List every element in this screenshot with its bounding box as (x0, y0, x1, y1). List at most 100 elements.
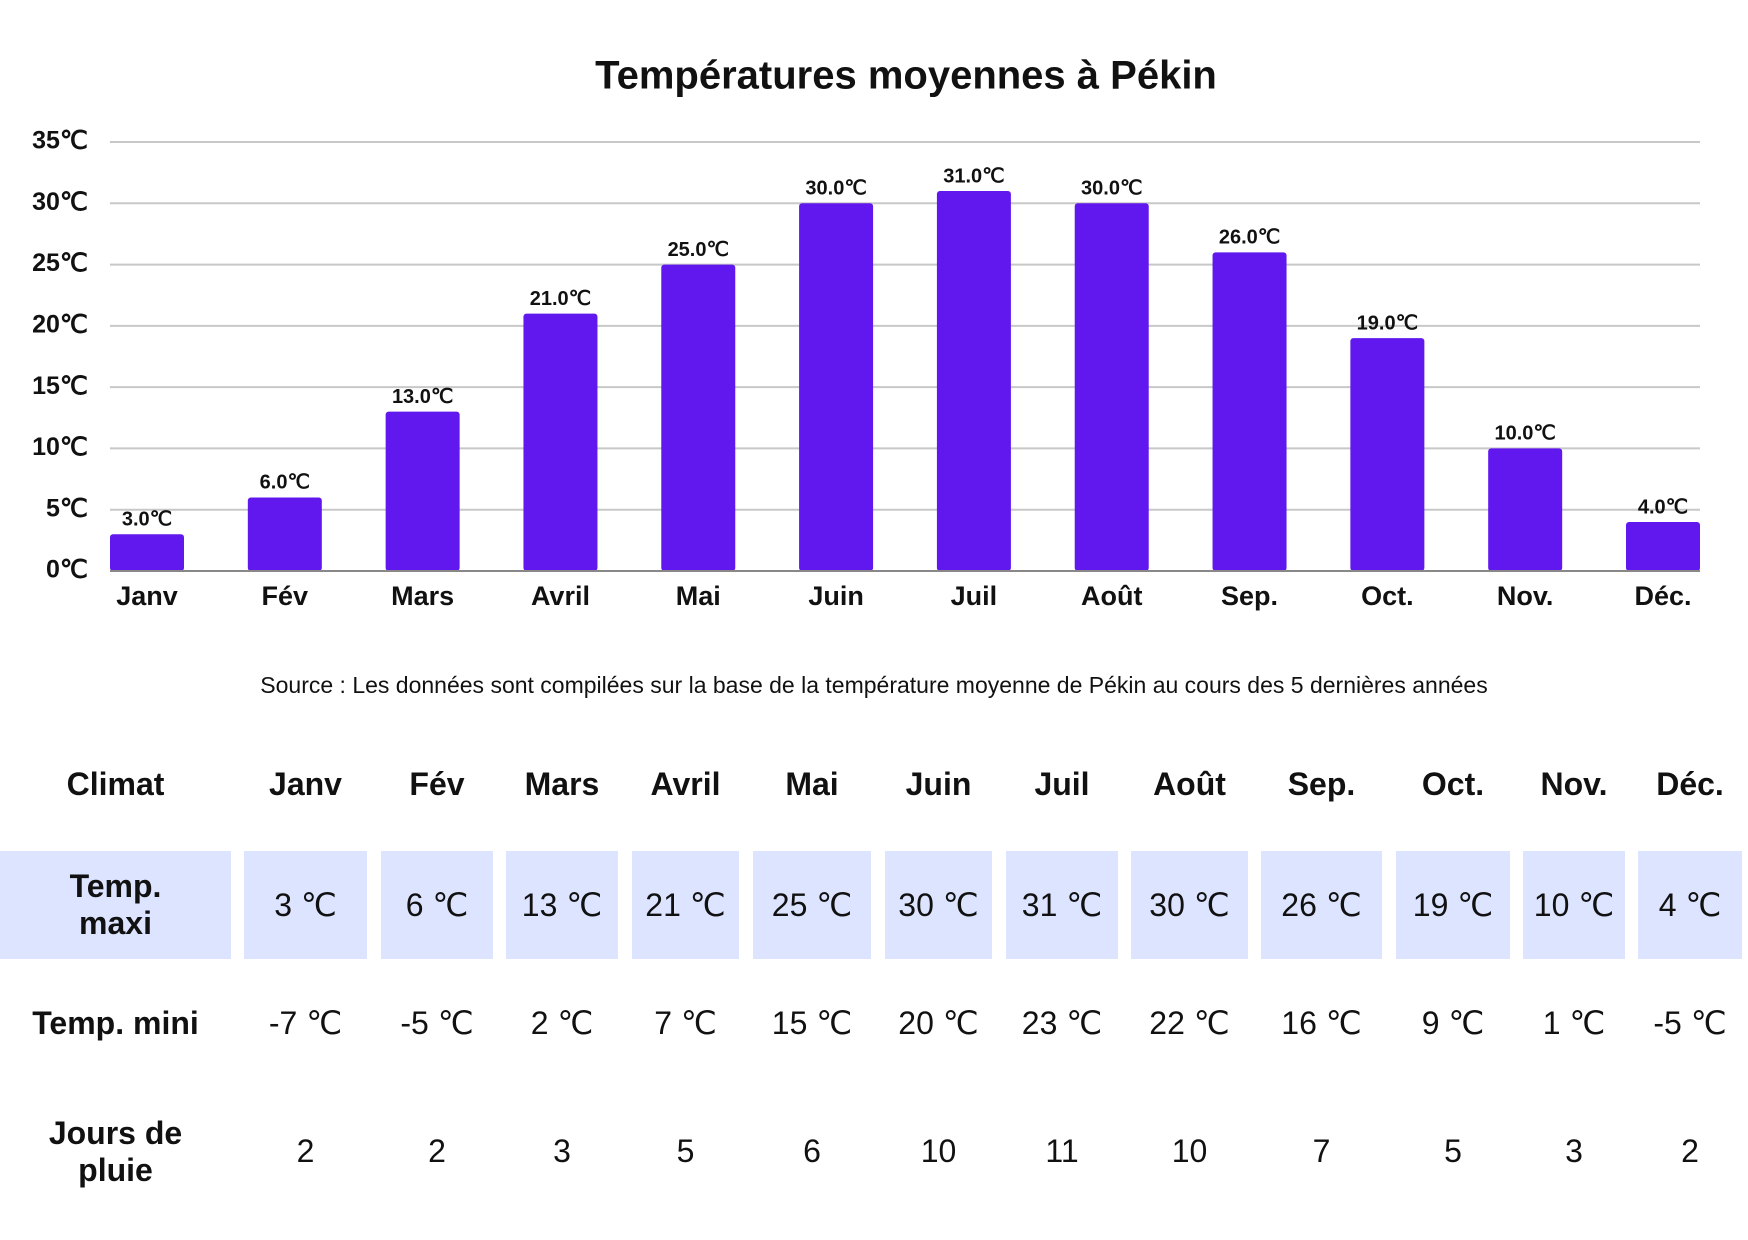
bar (936, 191, 1011, 571)
table-header: Mai (785, 765, 839, 802)
x-tick-label: Août (1081, 581, 1142, 611)
x-tick-label: Mars (391, 581, 454, 611)
table-cell: -7 ℃ (268, 1005, 343, 1041)
table-cell: 9 ℃ (1421, 1005, 1485, 1041)
value-label: 10.0℃ (1494, 423, 1555, 445)
table-header: Janv (269, 765, 342, 802)
value-label: 6.0℃ (260, 472, 310, 494)
chart-title: Températures moyennes à Pékin (595, 54, 1217, 98)
table-cell: 5 (676, 1133, 695, 1169)
bar (523, 313, 598, 571)
y-tick-label: 30℃ (32, 188, 88, 216)
x-tick-label: Fév (262, 581, 309, 611)
table-cell: 25 ℃ (753, 851, 871, 959)
table-cell: 10 (1171, 1133, 1208, 1169)
bar (661, 264, 736, 571)
table-header: Climat (66, 765, 165, 802)
value-label: 19.0℃ (1357, 312, 1418, 334)
row-label: Jours de pluie (48, 1114, 183, 1188)
table-cell: 6 ℃ (381, 851, 493, 959)
value-label: 4.0℃ (1638, 496, 1688, 518)
table-cell: 30 ℃ (885, 851, 992, 959)
bar (110, 534, 184, 571)
bar (799, 203, 874, 572)
x-tick-label: Avril (531, 581, 590, 611)
bar (1350, 338, 1425, 571)
y-tick-label: 10℃ (32, 433, 88, 461)
row-label: Temp. maxi (0, 851, 231, 959)
table-header: Juil (1034, 765, 1090, 802)
y-tick-label: 25℃ (32, 249, 88, 277)
table-cell: 31 ℃ (1006, 851, 1118, 959)
table-cell: 2 (296, 1133, 315, 1169)
value-label: 3.0℃ (122, 509, 172, 531)
table-cell: 3 (553, 1133, 571, 1169)
table-cell: 2 (428, 1133, 446, 1169)
table-cell: 20 ℃ (898, 1005, 979, 1041)
table-header: Fév (409, 765, 465, 802)
table-cell: 10 (920, 1133, 957, 1169)
table-header: Nov. (1540, 765, 1608, 802)
x-tick-label: Mai (676, 581, 721, 611)
value-label: 26.0℃ (1219, 227, 1280, 249)
table-header: Mars (524, 765, 600, 802)
table-cell: 1 ℃ (1542, 1005, 1606, 1041)
table-cell: 10 ℃ (1523, 851, 1625, 959)
table-cell: 22 ℃ (1149, 1005, 1230, 1041)
value-label: 21.0℃ (530, 288, 591, 310)
x-tick-label: Janv (116, 581, 178, 611)
table-cell: 19 ℃ (1396, 851, 1510, 959)
bar (385, 411, 460, 571)
table-cell: 7 (1312, 1133, 1331, 1169)
x-tick-label: Oct. (1361, 581, 1414, 611)
table-cell: 30 ℃ (1131, 851, 1248, 959)
table-cell: 5 (1444, 1133, 1462, 1169)
table-cell: 6 (803, 1133, 821, 1169)
table-cell: 13 ℃ (506, 851, 618, 959)
table-cell: 3 ℃ (244, 851, 367, 959)
x-tick-label: Juil (951, 581, 998, 611)
bar (1488, 448, 1563, 571)
table-cell: 21 ℃ (632, 851, 739, 959)
table-cell: -5 ℃ (1653, 1005, 1727, 1041)
value-label: 13.0℃ (392, 386, 453, 408)
table-cell: 2 ℃ (530, 1005, 594, 1041)
table-cell: 15 ℃ (771, 1005, 853, 1041)
x-tick-label: Nov. (1497, 581, 1554, 611)
table-header: Juin (905, 765, 972, 802)
value-label: 31.0℃ (943, 165, 1004, 187)
value-label: 30.0℃ (1081, 178, 1142, 200)
table-cell: 23 ℃ (1021, 1005, 1103, 1041)
bar (1626, 521, 1700, 571)
y-tick-label: 15℃ (32, 372, 88, 400)
table-cell: 26 ℃ (1261, 851, 1382, 959)
source-note: Source : Les données sont compilées sur … (260, 672, 1487, 698)
row-label: Temp. mini (32, 1004, 199, 1041)
value-label: 25.0℃ (668, 239, 729, 261)
y-tick-label: 20℃ (32, 310, 88, 338)
table-cell: 3 (1565, 1133, 1583, 1169)
bar (1074, 203, 1149, 572)
chart: Températures moyennes à Pékin Source : L… (32, 54, 1700, 698)
table-cell: 11 (1045, 1133, 1079, 1169)
y-tick-label: 5℃ (46, 494, 88, 522)
table-header: Avril (650, 765, 721, 802)
x-tick-label: Déc. (1634, 581, 1691, 611)
table-header: Déc. (1656, 765, 1724, 802)
x-tick-label: Sep. (1221, 581, 1278, 611)
table-cell: -5 ℃ (400, 1005, 474, 1041)
table-header: Sep. (1287, 765, 1356, 802)
table-cell: 2 (1681, 1133, 1699, 1169)
table-header: Août (1153, 765, 1226, 802)
table-cell: 4 ℃ (1638, 851, 1742, 959)
table-cell: 16 ℃ (1281, 1005, 1362, 1041)
value-label: 30.0℃ (805, 178, 866, 200)
table-cell: 7 ℃ (654, 1005, 717, 1041)
table-header: Oct. (1421, 765, 1485, 802)
y-tick-label: 35℃ (32, 127, 88, 155)
y-tick-label: 0℃ (46, 556, 88, 584)
bar (1212, 252, 1287, 572)
bar (247, 497, 322, 571)
x-tick-label: Juin (808, 581, 864, 611)
